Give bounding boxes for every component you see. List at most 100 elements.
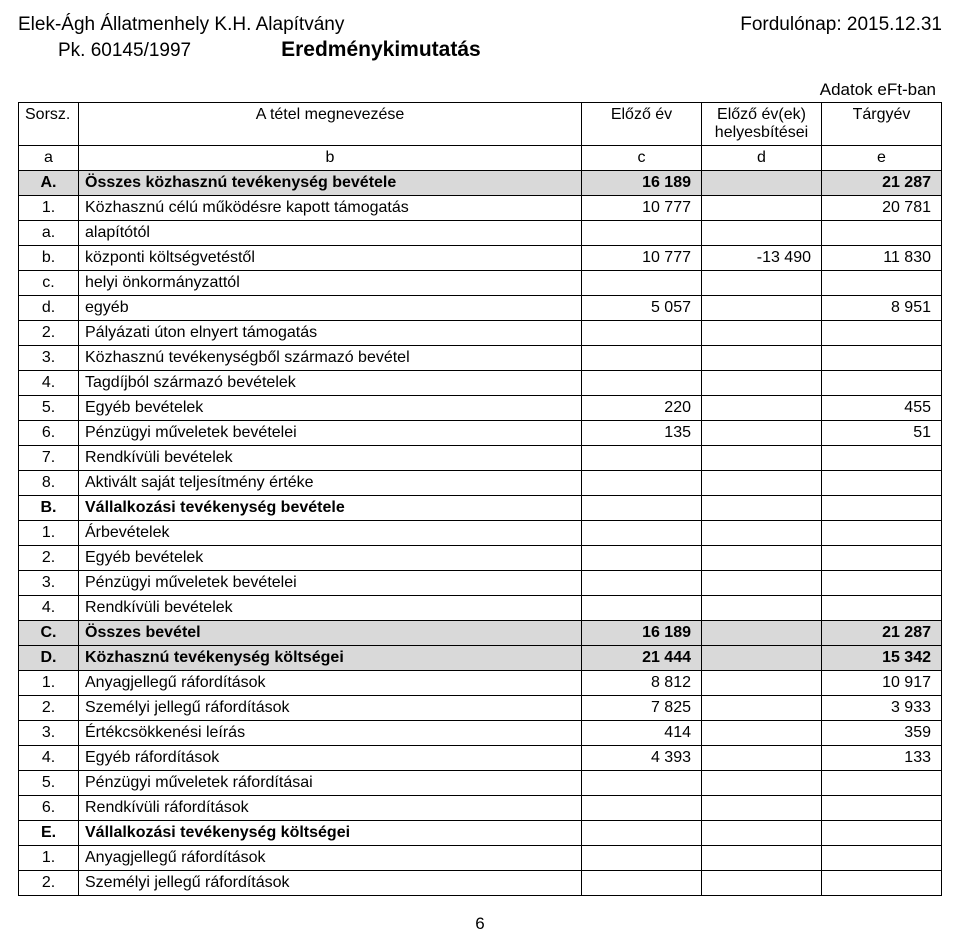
table-row: 2.Személyi jellegű ráfordítások7 8253 93… xyxy=(19,696,942,721)
row-corr xyxy=(702,346,822,371)
row-label: Egyéb bevételek xyxy=(79,546,582,571)
date-label: Fordulónap: 2015.12.31 xyxy=(740,14,942,36)
table-row: 5.Egyéb bevételek220455 xyxy=(19,396,942,421)
case-number: Pk. 60145/1997 xyxy=(18,40,191,62)
row-number: 2. xyxy=(19,546,79,571)
row-number: B. xyxy=(19,496,79,521)
col-a: a xyxy=(19,146,79,171)
row-curr xyxy=(822,771,942,796)
row-label: Pénzügyi műveletek bevételei xyxy=(79,421,582,446)
table-row: 7.Rendkívüli bevételek xyxy=(19,446,942,471)
table-row: 6.Rendkívüli ráfordítások xyxy=(19,796,942,821)
row-prev: 10 777 xyxy=(582,196,702,221)
row-prev xyxy=(582,221,702,246)
row-label: Rendkívüli bevételek xyxy=(79,596,582,621)
row-corr xyxy=(702,196,822,221)
row-prev xyxy=(582,821,702,846)
row-curr: 20 781 xyxy=(822,196,942,221)
col-sorsz: Sorsz. xyxy=(19,103,79,146)
table-row: 3.Pénzügyi műveletek bevételei xyxy=(19,571,942,596)
row-curr xyxy=(822,496,942,521)
row-corr xyxy=(702,446,822,471)
row-corr xyxy=(702,771,822,796)
row-number: 3. xyxy=(19,346,79,371)
row-prev: 7 825 xyxy=(582,696,702,721)
row-prev xyxy=(582,496,702,521)
row-curr xyxy=(822,546,942,571)
row-corr xyxy=(702,646,822,671)
row-corr xyxy=(702,746,822,771)
row-curr xyxy=(822,271,942,296)
row-corr xyxy=(702,396,822,421)
table-row: 3.Értékcsökkenési leírás414359 xyxy=(19,721,942,746)
row-label: Értékcsökkenési leírás xyxy=(79,721,582,746)
row-curr: 8 951 xyxy=(822,296,942,321)
row-number: 6. xyxy=(19,796,79,821)
table-row: 4.Egyéb ráfordítások4 393133 xyxy=(19,746,942,771)
col-d: d xyxy=(702,146,822,171)
row-prev: 220 xyxy=(582,396,702,421)
table-row: 1.Árbevételek xyxy=(19,521,942,546)
row-number: D. xyxy=(19,646,79,671)
row-curr xyxy=(822,346,942,371)
row-prev xyxy=(582,321,702,346)
table-row: E.Vállalkozási tevékenység költségei xyxy=(19,821,942,846)
row-corr xyxy=(702,171,822,196)
row-corr xyxy=(702,671,822,696)
row-curr xyxy=(822,596,942,621)
row-number: 4. xyxy=(19,371,79,396)
table-row: 2.Egyéb bevételek xyxy=(19,546,942,571)
row-prev: 8 812 xyxy=(582,671,702,696)
row-corr xyxy=(702,221,822,246)
row-number: a. xyxy=(19,221,79,246)
row-curr xyxy=(822,846,942,871)
row-prev: 16 189 xyxy=(582,171,702,196)
row-label: Összes bevétel xyxy=(79,621,582,646)
table-header-row: Sorsz. A tétel megnevezése Előző év Előz… xyxy=(19,103,942,146)
table-row: 4.Tagdíjból származó bevételek xyxy=(19,371,942,396)
row-label: Pályázati úton elnyert támogatás xyxy=(79,321,582,346)
row-curr xyxy=(822,871,942,896)
row-curr: 133 xyxy=(822,746,942,771)
row-prev xyxy=(582,521,702,546)
row-curr xyxy=(822,221,942,246)
row-number: 5. xyxy=(19,771,79,796)
row-corr xyxy=(702,696,822,721)
table-row: A.Összes közhasznú tevékenység bevétele1… xyxy=(19,171,942,196)
row-curr: 455 xyxy=(822,396,942,421)
row-curr xyxy=(822,471,942,496)
row-corr xyxy=(702,271,822,296)
row-prev xyxy=(582,771,702,796)
table-row: 2.Személyi jellegű ráfordítások xyxy=(19,871,942,896)
row-prev xyxy=(582,846,702,871)
row-label: Anyagjellegű ráfordítások xyxy=(79,846,582,871)
row-prev xyxy=(582,571,702,596)
row-number: 6. xyxy=(19,421,79,446)
row-curr xyxy=(822,571,942,596)
table-row: 1.Közhasznú célú működésre kapott támoga… xyxy=(19,196,942,221)
table-row: 1.Anyagjellegű ráfordítások8 81210 917 xyxy=(19,671,942,696)
row-label: Tagdíjból származó bevételek xyxy=(79,371,582,396)
table-row: 4.Rendkívüli bevételek xyxy=(19,596,942,621)
row-label: alapítótól xyxy=(79,221,582,246)
units-label: Adatok eFt-ban xyxy=(18,80,936,100)
col-curr: Tárgyév xyxy=(822,103,942,146)
col-megnev: A tétel megnevezése xyxy=(79,103,582,146)
row-number: 1. xyxy=(19,846,79,871)
table-row: 8.Aktivált saját teljesítmény értéke xyxy=(19,471,942,496)
row-number: 2. xyxy=(19,871,79,896)
document-title: Eredménykimutatás xyxy=(281,38,481,62)
row-curr: 3 933 xyxy=(822,696,942,721)
row-number: 8. xyxy=(19,471,79,496)
row-curr xyxy=(822,321,942,346)
row-curr: 15 342 xyxy=(822,646,942,671)
row-corr xyxy=(702,821,822,846)
row-number: 3. xyxy=(19,721,79,746)
row-prev xyxy=(582,446,702,471)
row-prev xyxy=(582,596,702,621)
row-number: 2. xyxy=(19,696,79,721)
row-corr xyxy=(702,521,822,546)
row-prev xyxy=(582,546,702,571)
row-corr xyxy=(702,371,822,396)
row-label: Közhasznú tevékenységből származó bevéte… xyxy=(79,346,582,371)
